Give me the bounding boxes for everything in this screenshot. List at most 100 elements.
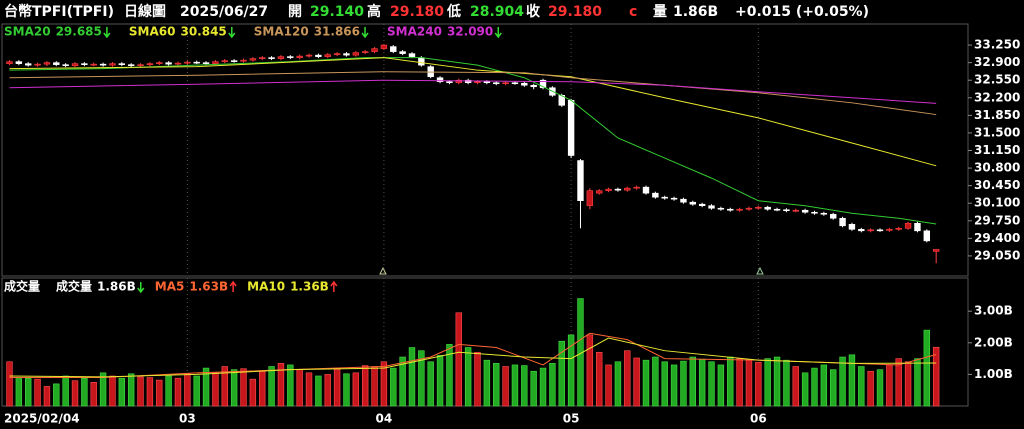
volume-bar (530, 370, 537, 407)
volume-bar (773, 356, 781, 407)
candle-body (708, 205, 715, 209)
volume-bar (745, 359, 753, 407)
volume-bar (633, 357, 640, 407)
volume-bar (193, 375, 200, 407)
y-tick-label: 31.500 (974, 125, 1020, 139)
candle-body (755, 206, 762, 209)
ma-line (9, 337, 937, 378)
ma-line (9, 71, 937, 116)
candle-body (830, 213, 837, 219)
candle-body (352, 52, 360, 56)
candle-body (605, 188, 612, 191)
candle-body (6, 61, 13, 64)
volume-bar (43, 386, 51, 407)
volume-bar (25, 377, 32, 407)
marker (379, 266, 387, 275)
candle-body (820, 212, 828, 215)
y-tick-label: 32.900 (974, 55, 1020, 69)
candle-body (53, 62, 60, 65)
y-tick-label: 2.00B (974, 335, 1013, 349)
candle-body (99, 63, 107, 66)
volume-bar (521, 365, 528, 407)
trend-arrow (228, 27, 236, 39)
x-tick-label: 04 (376, 412, 393, 426)
y-tick-label: 30.800 (974, 161, 1020, 175)
legend-value: 31.866 (314, 25, 360, 39)
high: 29.180 (390, 4, 444, 20)
period: 日線圖 (124, 3, 166, 20)
candle-body (698, 203, 706, 207)
candle-body (212, 61, 219, 64)
marker (756, 266, 764, 275)
ma-line (9, 57, 937, 225)
volume-bar (296, 369, 303, 407)
candle-body (680, 198, 687, 203)
volume-bar (146, 377, 154, 407)
candle-body (876, 229, 884, 232)
candle-body (586, 190, 594, 207)
volume-bar (287, 364, 294, 407)
legend-name: SMA240 (387, 25, 442, 39)
trend-arrow (330, 280, 338, 292)
ma-line (9, 57, 937, 167)
close-label: 收 (526, 3, 541, 20)
volume-bar (118, 377, 126, 407)
volume-bar (62, 375, 69, 407)
volume-bar (830, 369, 837, 407)
volume-bar (305, 372, 313, 407)
candle-body (474, 81, 481, 84)
candle-body (259, 57, 266, 59)
candle-body (642, 186, 650, 194)
volume-bar (230, 369, 238, 407)
candle-body (156, 62, 163, 64)
candle-body (109, 63, 116, 66)
candle-body (577, 160, 584, 202)
volume-bar (811, 367, 818, 407)
volume-bar (137, 376, 144, 407)
candle-body (268, 57, 275, 59)
volume-bar (820, 364, 828, 407)
candle-body (914, 222, 921, 232)
legend-value: 1.63B (189, 280, 228, 294)
change: +0.015 (+0.05%) (735, 4, 869, 20)
volume-bar (708, 361, 715, 407)
y-tick-label: 29.750 (974, 213, 1020, 227)
volume-bar (249, 378, 257, 407)
candle-body (118, 63, 126, 65)
candle-body (904, 222, 912, 229)
legend-name: 成交量 (56, 279, 92, 294)
candle-body (455, 79, 462, 84)
candle-body (165, 62, 172, 65)
legend-name: SMA60 (129, 25, 176, 39)
volume-bar (689, 356, 697, 407)
candle-body (839, 217, 846, 227)
volume-bar (268, 366, 275, 407)
volume-bar (352, 372, 360, 407)
volume-bar (427, 361, 434, 407)
candle-body (464, 79, 472, 84)
y-tick-label: 30.450 (974, 178, 1020, 192)
volume-bar (839, 356, 846, 407)
legend-name: SMA120 (254, 25, 309, 39)
candle-body (305, 54, 313, 57)
trend-arrow (103, 27, 111, 39)
volume-bar (399, 356, 406, 407)
panel-label: 成交量 (4, 279, 40, 294)
volume-bar (15, 377, 23, 407)
volume-bar (315, 375, 322, 407)
volume-bar (418, 350, 425, 407)
volume-bar (914, 358, 921, 407)
volume-bar (390, 367, 397, 407)
candle-body (727, 208, 734, 211)
volume-bar (586, 334, 594, 407)
candle-body (801, 209, 809, 213)
volume-bar (446, 344, 453, 407)
volume-bar (642, 359, 650, 407)
low-label: 低 (446, 3, 461, 20)
candle-body (371, 48, 378, 52)
candle-body (511, 82, 519, 85)
candle-body (773, 208, 781, 211)
volume-bar (90, 381, 97, 407)
volume-bar (549, 363, 556, 407)
volume-bar (240, 368, 247, 407)
